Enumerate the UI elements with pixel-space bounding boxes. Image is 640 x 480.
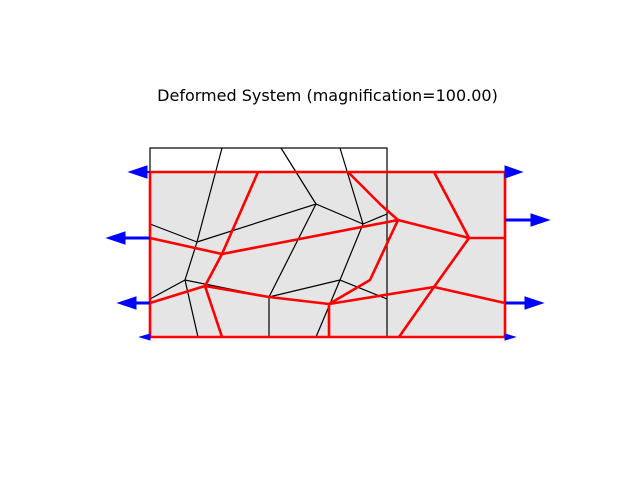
deformed-edge — [327, 219, 400, 337]
undeformed-edge — [149, 223, 198, 243]
arrow-right-head — [524, 296, 545, 310]
deformed-boundary — [148, 170, 507, 339]
deformed-edge — [347, 171, 399, 221]
undeformed-edge — [339, 147, 388, 300]
arrow-left-head — [105, 231, 126, 245]
deformed-edge — [203, 171, 260, 338]
figure-title: Deformed System (magnification=100.00) — [157, 86, 498, 105]
deformed-mesh — [148, 170, 507, 339]
arrow-left-head — [116, 296, 137, 310]
undeformed-edge — [196, 203, 388, 243]
deformed-edge — [397, 171, 471, 338]
arrow-left-head — [127, 165, 148, 179]
arrow-left-head — [138, 333, 151, 341]
undeformed-edge — [184, 147, 223, 338]
load-arrows — [105, 165, 551, 341]
deformed-edge — [149, 284, 506, 306]
arrow-right-head — [504, 333, 517, 341]
deformed-domain-fill — [150, 172, 505, 337]
arrow-right-head — [504, 165, 524, 179]
undeformed-edge — [280, 147, 317, 205]
arrow-right-head — [530, 213, 551, 227]
